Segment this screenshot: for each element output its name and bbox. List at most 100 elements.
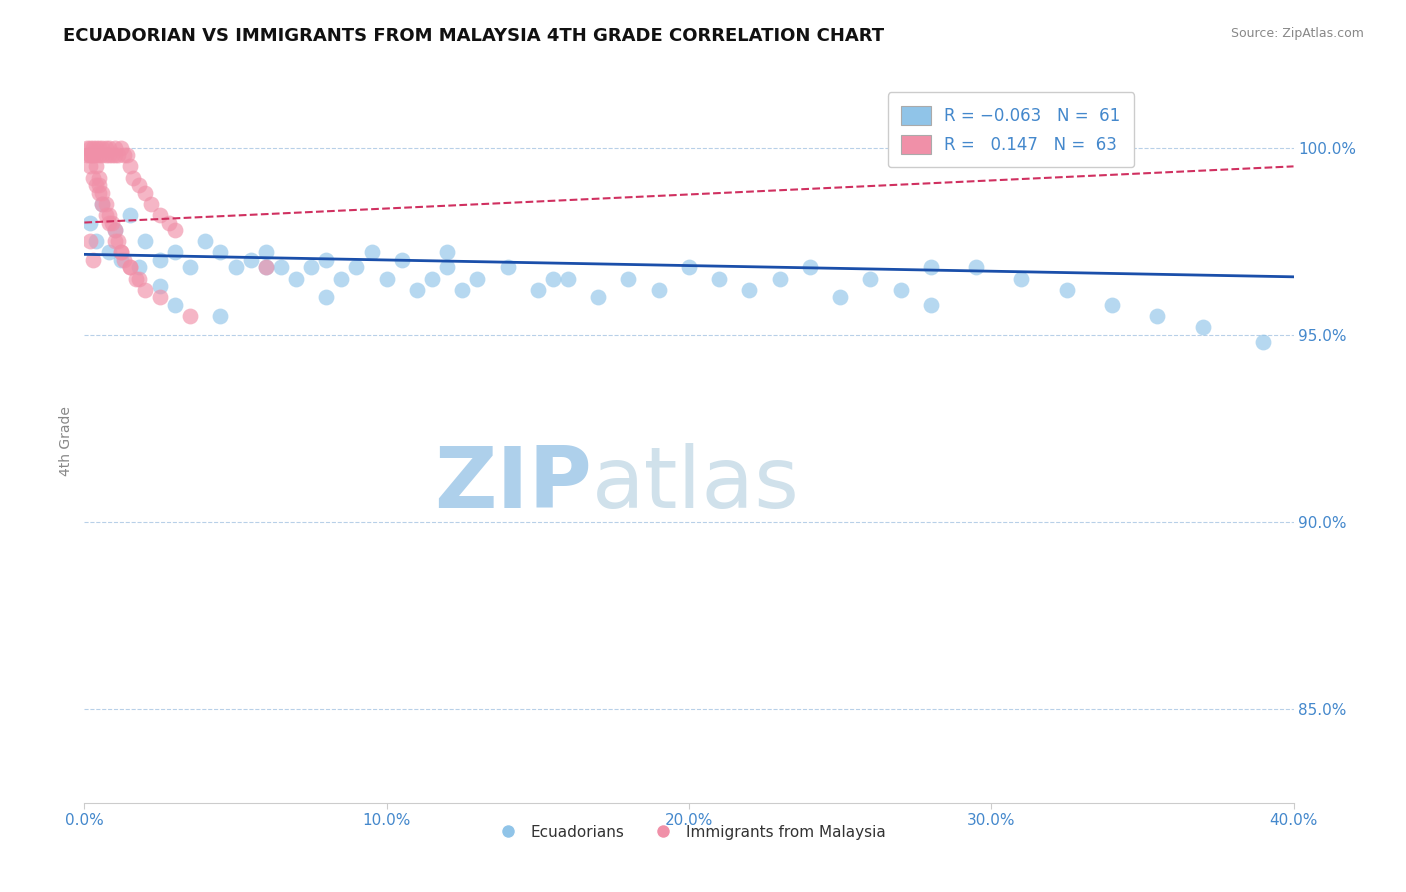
Point: [94, 196, 117, 211]
Point: [315, 252, 337, 267]
Point: [79, 160, 101, 174]
Point: [118, 208, 141, 222]
Point: [420, 271, 443, 285]
Point: [104, 148, 127, 162]
Point: [89, 170, 111, 185]
Point: [496, 260, 519, 275]
Point: [165, 245, 187, 260]
Point: [285, 271, 308, 285]
Point: [82, 148, 104, 162]
Point: [391, 252, 413, 267]
Point: [890, 283, 912, 297]
Point: [830, 290, 852, 304]
Point: [254, 260, 277, 275]
Point: [299, 260, 322, 275]
Point: [97, 148, 120, 162]
Point: [107, 148, 129, 162]
Point: [134, 186, 156, 200]
Point: [79, 141, 101, 155]
Point: [94, 141, 117, 155]
Point: [97, 141, 120, 155]
Point: [86, 141, 108, 155]
Point: [149, 290, 172, 304]
Point: [89, 186, 111, 200]
Point: [330, 271, 353, 285]
Point: [100, 215, 122, 229]
Point: [104, 141, 127, 155]
Point: [97, 215, 120, 229]
Text: ZIP: ZIP: [434, 443, 592, 526]
Point: [209, 309, 232, 323]
Point: [360, 245, 382, 260]
Point: [91, 196, 114, 211]
Point: [89, 148, 111, 162]
Point: [799, 260, 821, 275]
Point: [920, 260, 942, 275]
Point: [79, 148, 101, 162]
Point: [110, 245, 132, 260]
Legend: Ecuadorians, Immigrants from Malaysia: Ecuadorians, Immigrants from Malaysia: [486, 819, 891, 846]
Point: [1146, 309, 1168, 323]
Point: [179, 260, 201, 275]
Point: [254, 260, 277, 275]
Point: [179, 309, 201, 323]
Point: [134, 234, 156, 248]
Point: [79, 215, 101, 229]
Point: [149, 279, 172, 293]
Point: [94, 148, 117, 162]
Y-axis label: 4th Grade: 4th Grade: [59, 407, 73, 476]
Point: [128, 271, 150, 285]
Point: [346, 260, 368, 275]
Point: [112, 148, 135, 162]
Point: [139, 196, 162, 211]
Point: [1101, 298, 1123, 312]
Text: Source: ZipAtlas.com: Source: ZipAtlas.com: [1230, 27, 1364, 40]
Point: [107, 234, 129, 248]
Point: [134, 283, 156, 297]
Point: [79, 234, 101, 248]
Point: [451, 283, 474, 297]
Point: [648, 283, 671, 297]
Point: [1253, 335, 1275, 350]
Point: [110, 141, 132, 155]
Point: [115, 148, 138, 162]
Point: [110, 252, 132, 267]
Point: [254, 245, 277, 260]
Point: [128, 178, 150, 193]
Point: [315, 290, 337, 304]
Point: [76, 141, 98, 155]
Point: [82, 252, 104, 267]
Point: [86, 160, 108, 174]
Point: [121, 170, 143, 185]
Point: [149, 252, 172, 267]
Point: [1056, 283, 1078, 297]
Point: [91, 148, 114, 162]
Point: [128, 260, 150, 275]
Point: [738, 283, 761, 297]
Point: [110, 245, 132, 260]
Text: atlas: atlas: [592, 443, 800, 526]
Point: [104, 223, 127, 237]
Point: [239, 252, 262, 267]
Point: [1192, 320, 1215, 334]
Point: [118, 160, 141, 174]
Point: [678, 260, 700, 275]
Point: [209, 245, 232, 260]
Point: [86, 178, 108, 193]
Point: [920, 298, 942, 312]
Point: [194, 234, 217, 248]
Point: [118, 260, 141, 275]
Point: [225, 260, 247, 275]
Point: [588, 290, 610, 304]
Point: [527, 283, 550, 297]
Point: [86, 234, 108, 248]
Point: [91, 141, 114, 155]
Point: [541, 271, 564, 285]
Point: [100, 148, 122, 162]
Point: [82, 170, 104, 185]
Point: [165, 223, 187, 237]
Point: [375, 271, 398, 285]
Point: [965, 260, 987, 275]
Point: [617, 271, 640, 285]
Point: [165, 298, 187, 312]
